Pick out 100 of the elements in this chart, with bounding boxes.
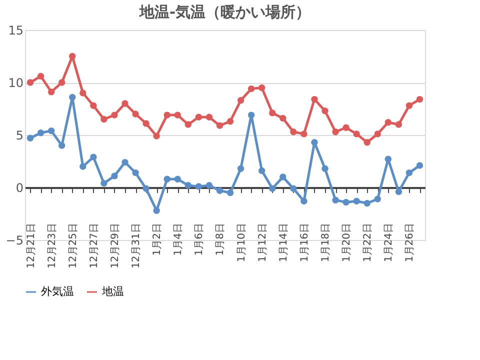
point	[353, 198, 360, 204]
chart-title: 地温-気温（暖かい場所）	[138, 3, 311, 21]
point	[153, 207, 160, 214]
point	[184, 182, 192, 189]
point	[342, 124, 350, 131]
point	[111, 172, 118, 180]
point	[153, 132, 160, 140]
point	[111, 112, 118, 118]
point	[142, 185, 150, 192]
point	[69, 94, 76, 101]
point	[58, 79, 66, 86]
point	[100, 180, 108, 187]
x-tick-label: 1月20日	[342, 223, 353, 262]
x-tick-label: 12月29日	[110, 223, 121, 268]
point	[206, 114, 213, 120]
point	[174, 176, 181, 182]
legend-label: 地温	[101, 285, 124, 298]
point	[237, 97, 244, 104]
x-tick-label: 12月23日	[46, 223, 58, 268]
y-tick-label: 10	[8, 76, 24, 90]
point	[90, 102, 97, 109]
x-tick-label: 1月14日	[278, 223, 290, 262]
x-tick-label: 12月21日	[26, 223, 37, 268]
point	[290, 128, 297, 136]
point	[311, 139, 318, 146]
point	[416, 162, 424, 169]
point	[353, 130, 360, 138]
point	[374, 130, 381, 138]
point	[300, 198, 308, 204]
point	[216, 187, 224, 194]
y-tick-label: 15	[8, 24, 24, 38]
point	[80, 163, 86, 170]
x-tick-label: 1月10日	[236, 223, 248, 262]
point	[300, 130, 308, 138]
point	[184, 121, 192, 128]
point	[226, 189, 234, 196]
point	[37, 72, 44, 80]
legend-label: 外気温	[41, 285, 74, 298]
point	[58, 142, 66, 149]
point	[342, 198, 350, 206]
x-tick-label: 1月2日	[152, 223, 164, 256]
x-tick-label: 1月8日	[215, 223, 226, 256]
point	[311, 96, 318, 103]
point	[69, 52, 76, 60]
point	[122, 158, 128, 166]
point	[395, 121, 402, 128]
point	[322, 165, 328, 172]
x-tick-label: 1月18日	[320, 223, 332, 262]
point	[280, 174, 286, 180]
point	[269, 185, 276, 192]
point	[384, 156, 392, 162]
x-tick-label: 1月22日	[362, 223, 374, 262]
y-tick-label: 5	[16, 128, 24, 142]
point	[226, 118, 234, 125]
point	[374, 196, 381, 202]
point	[142, 120, 150, 127]
point	[132, 169, 139, 176]
point	[164, 176, 170, 182]
point	[48, 127, 55, 134]
y-tick-label: −5	[6, 234, 24, 248]
x-tick-label: 1月12日	[257, 223, 268, 262]
point	[364, 200, 370, 207]
point	[406, 102, 413, 109]
point	[90, 154, 97, 160]
point	[122, 100, 128, 107]
point	[416, 96, 424, 103]
point	[332, 128, 339, 136]
point	[269, 110, 276, 116]
point	[48, 88, 55, 96]
point	[100, 116, 108, 123]
y-tick-label: 0	[16, 181, 24, 195]
point	[195, 114, 202, 120]
point	[195, 183, 202, 190]
point	[290, 185, 297, 192]
point	[406, 169, 413, 176]
point	[395, 188, 402, 196]
point	[164, 112, 170, 118]
point	[174, 112, 181, 118]
point	[258, 84, 266, 92]
point	[322, 108, 328, 114]
x-tick-label: 1月24日	[384, 223, 395, 262]
point	[248, 112, 255, 118]
point	[206, 182, 213, 189]
point	[26, 134, 34, 142]
point	[216, 122, 224, 129]
point	[132, 110, 139, 118]
x-tick-label: 1月4日	[173, 223, 184, 256]
point	[280, 114, 286, 122]
x-tick-label: 1月6日	[194, 223, 206, 256]
x-tick-label: 12月31日	[131, 223, 142, 268]
x-tick-label: 1月26日	[404, 223, 416, 262]
point	[237, 165, 244, 172]
point	[364, 139, 370, 146]
point	[37, 130, 44, 136]
point	[258, 167, 266, 174]
point	[248, 85, 255, 92]
point	[26, 79, 34, 86]
x-tick-label: 1月16日	[299, 223, 310, 262]
point	[332, 196, 339, 204]
point	[384, 119, 392, 126]
